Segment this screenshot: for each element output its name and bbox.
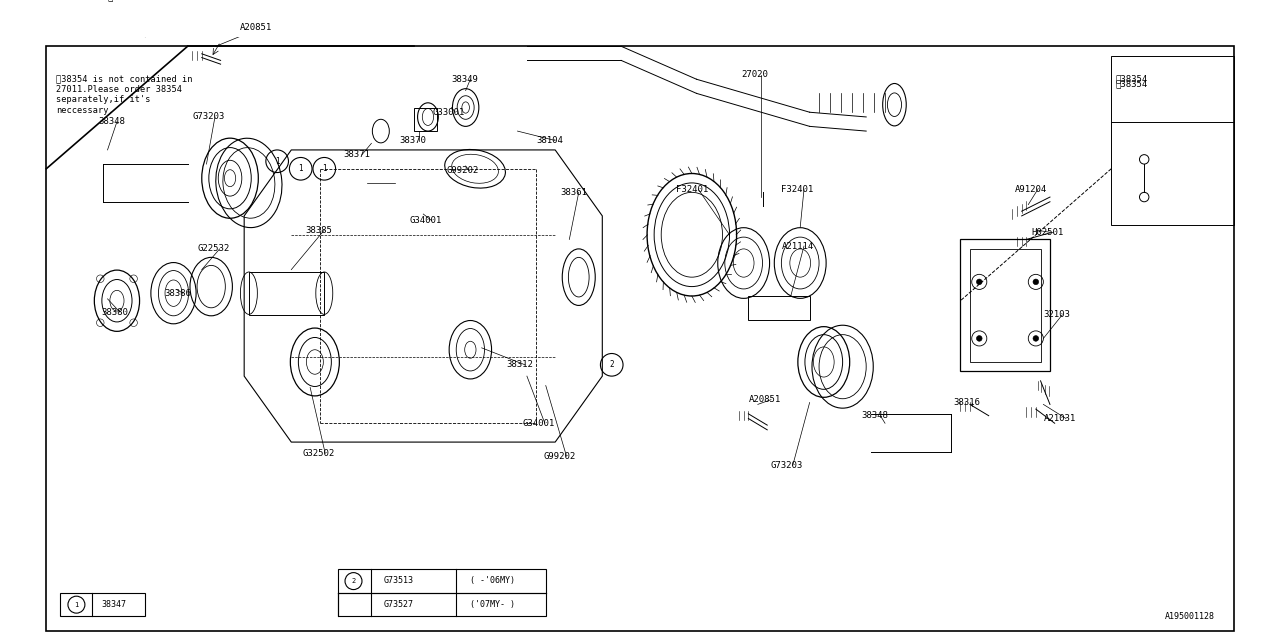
Text: G34001: G34001 [410,216,442,225]
Text: 2: 2 [609,360,614,369]
Text: 38347: 38347 [101,600,125,609]
Text: A195001128: A195001128 [1165,612,1215,621]
Text: ※38354 is not contained in
27011.Please order 38354
separately,if it's
neccessar: ※38354 is not contained in 27011.Please … [56,74,192,115]
Text: G33001: G33001 [433,108,465,116]
Text: 38361: 38361 [559,188,586,197]
Text: A20851: A20851 [239,23,271,32]
Text: ('07MY- ): ('07MY- ) [470,600,516,609]
Text: 38370: 38370 [399,136,426,145]
Text: G73513: G73513 [384,576,413,585]
Circle shape [1033,335,1038,341]
Text: G73527: G73527 [384,600,413,609]
Text: G99202: G99202 [544,452,576,461]
Circle shape [977,335,982,341]
Text: G73203: G73203 [771,461,803,470]
Text: ※38354: ※38354 [1116,79,1148,88]
Text: 38385: 38385 [306,225,333,234]
Bar [960,239,1050,371]
Text: 38312: 38312 [506,360,532,369]
Text: ( -'06MY): ( -'06MY) [470,576,516,585]
Text: 38104: 38104 [536,136,563,145]
Text: 38349: 38349 [452,75,479,84]
Bar [338,570,545,616]
Text: 2: 2 [352,578,356,584]
Text: G22532: G22532 [197,244,229,253]
Text: A21031: A21031 [1043,414,1075,423]
Bar [248,273,324,315]
Text: ※27011: ※27011 [108,0,140,2]
Text: 38386: 38386 [164,289,191,298]
Text: H02501: H02501 [1032,228,1064,237]
Text: 27020: 27020 [742,70,769,79]
Text: 1: 1 [298,164,303,173]
Text: G73203: G73203 [192,113,224,122]
Text: 1: 1 [74,602,78,607]
Text: 38380: 38380 [101,308,128,317]
Circle shape [1033,279,1038,285]
Text: 38371: 38371 [343,150,370,159]
Bar [413,108,438,131]
Text: G32502: G32502 [302,449,335,458]
Text: F32401: F32401 [781,185,814,194]
Text: 32103: 32103 [1043,310,1070,319]
Text: 1: 1 [323,164,326,173]
Text: ※38354: ※38354 [1116,75,1148,84]
Bar [1111,56,1234,225]
Bar [970,249,1041,362]
Text: G99202: G99202 [447,166,479,175]
Text: A91204: A91204 [1015,185,1047,194]
Text: 1: 1 [275,157,279,166]
Circle shape [977,279,982,285]
Text: A20851: A20851 [749,395,781,404]
Text: 38348: 38348 [861,411,888,420]
Bar [60,593,145,616]
Text: 38348: 38348 [99,117,125,126]
Text: A21114: A21114 [781,241,814,251]
Bar [749,296,810,319]
Text: 38316: 38316 [952,398,979,407]
Text: G34001: G34001 [522,419,554,428]
Text: F32401: F32401 [676,185,708,194]
